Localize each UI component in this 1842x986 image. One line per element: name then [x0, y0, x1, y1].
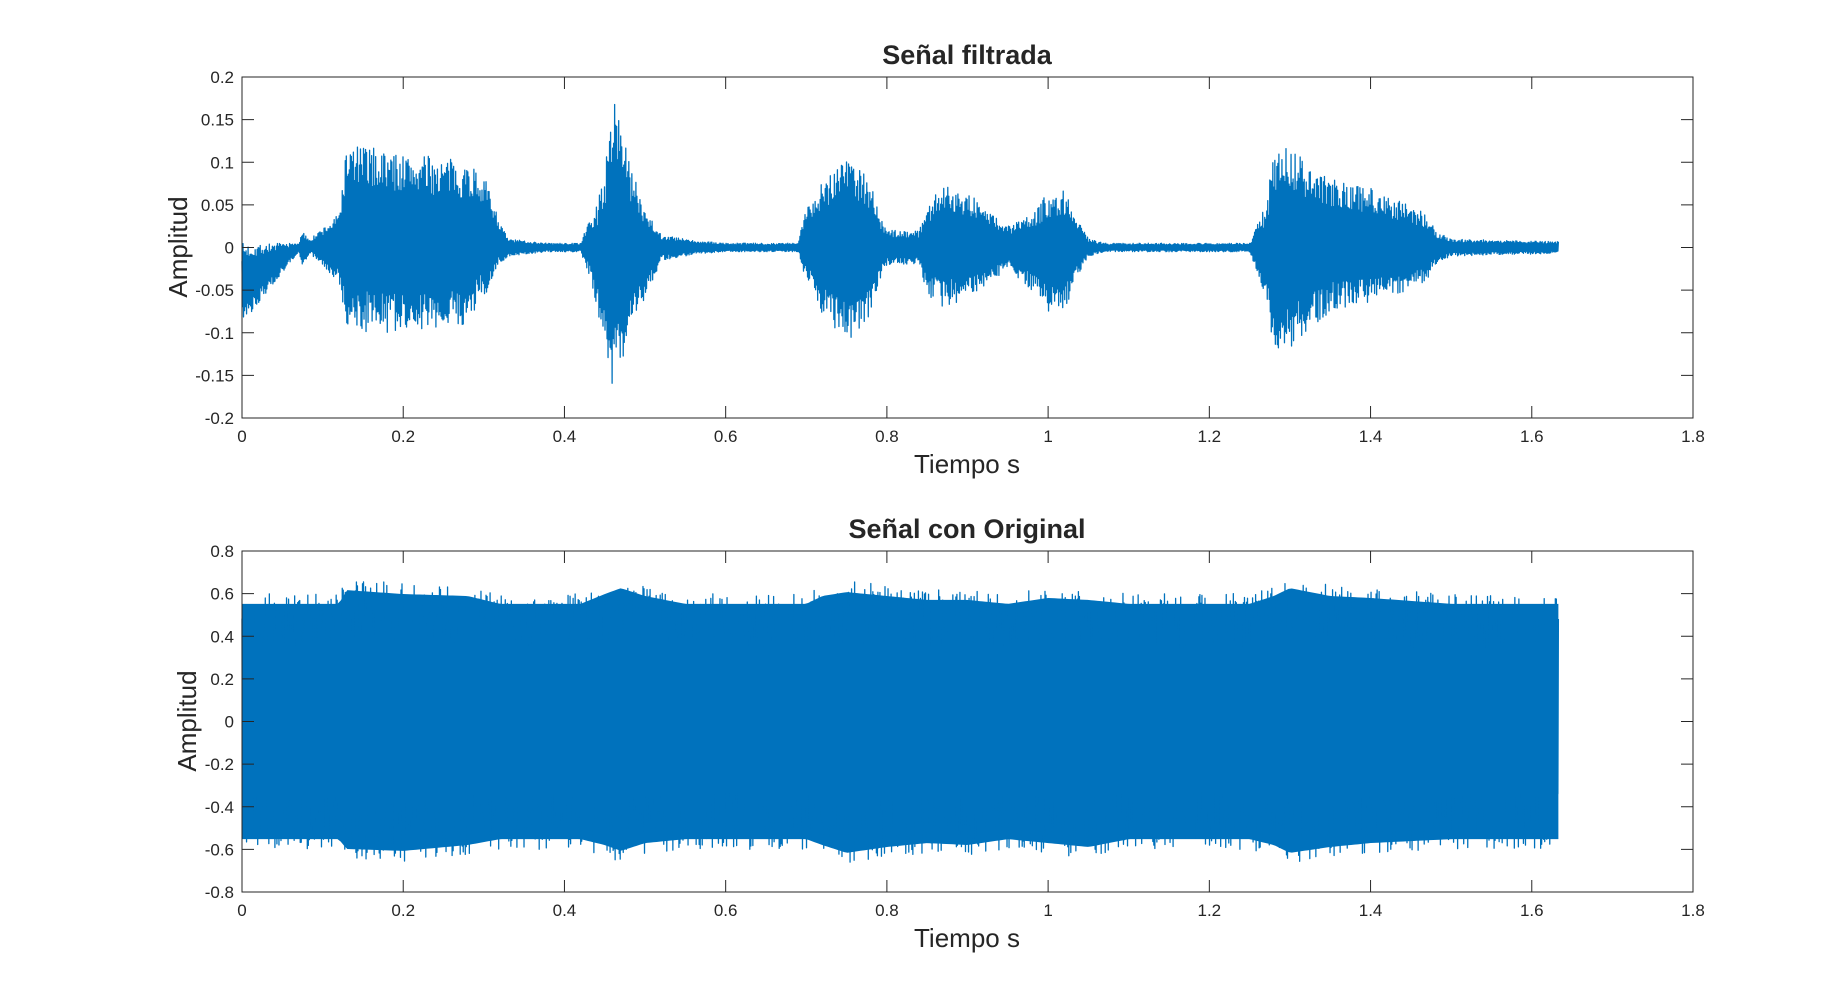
x-tick-label: 0.4	[553, 427, 577, 446]
signal-line	[241, 581, 1560, 863]
axes-top: 0 0.2 0.4 0.6 0.8 1 1.2 1.4 1.6 1.8 -0.2 -0.15 -0.1…	[163, 40, 1705, 479]
y-tick-label: -0.1	[205, 324, 234, 343]
signal-trace-filtrada	[241, 103, 1560, 384]
x-tick-label: 1	[1043, 901, 1052, 920]
y-tick-label: -0.05	[195, 281, 234, 300]
y-tick-label: 0.8	[210, 542, 234, 561]
y-tick-label: -0.6	[205, 840, 234, 859]
x-tick-label: 1.4	[1359, 427, 1383, 446]
x-tick-label: 0.2	[391, 901, 415, 920]
y-ticks-top: -0.2 -0.15 -0.1 -0.05 0 0.05 0.1 0.15 0.2	[195, 68, 1693, 428]
y-tick-label: 0.05	[201, 196, 234, 215]
y-tick-label: -0.8	[205, 883, 234, 902]
x-tick-label: 0.8	[875, 427, 899, 446]
x-tick-label: 1.4	[1359, 901, 1383, 920]
signal-line	[241, 103, 1560, 384]
x-tick-label: 1.6	[1520, 427, 1544, 446]
y-ticks-bottom: -0.8 -0.6 -0.4 -0.2 0 0.2 0.4 0.6 0.8	[205, 542, 1693, 902]
y-tick-label: 0.6	[210, 585, 234, 604]
x-tick-label: 1.2	[1198, 427, 1222, 446]
x-tick-label: 1.2	[1198, 901, 1222, 920]
x-axis-label-bottom: Tiempo s	[914, 923, 1020, 953]
chart-title-bottom: Señal con Original	[848, 514, 1085, 544]
axes-bottom: 0 0.2 0.4 0.6 0.8 1 1.2 1.4 1.6 1.8 -0.8-0.6-0.4-…	[172, 514, 1705, 953]
y-tick-label: -0.2	[205, 409, 234, 428]
x-axis-label-top: Tiempo s	[914, 449, 1020, 479]
x-ticks-top: 0 0.2 0.4 0.6 0.8 1 1.2 1.4 1.6 1.8	[237, 77, 1705, 446]
x-tick-label: 0.6	[714, 901, 738, 920]
y-axis-label-top: Amplitud	[163, 196, 193, 297]
x-tick-label: 0.6	[714, 427, 738, 446]
x-tick-label: 0	[237, 427, 246, 446]
y-tick-label: 0	[225, 713, 234, 732]
y-axis-label-bottom: Amplitud	[172, 670, 202, 771]
y-tick-label: 0.2	[210, 68, 234, 87]
y-tick-label: -0.4	[205, 798, 234, 817]
x-tick-label: 1.8	[1681, 901, 1705, 920]
y-tick-label: 0.15	[201, 111, 234, 130]
y-tick-label: 0.1	[210, 153, 234, 172]
signal-trace-original	[241, 581, 1560, 863]
y-tick-label: 0	[225, 239, 234, 258]
x-tick-label: 1.6	[1520, 901, 1544, 920]
x-tick-label: 1.8	[1681, 427, 1705, 446]
x-tick-label: 0.4	[553, 901, 577, 920]
y-tick-label: 0.4	[210, 627, 234, 646]
y-tick-label: -0.2	[205, 755, 234, 774]
x-tick-label: 1	[1043, 427, 1052, 446]
x-ticks-bottom: 0 0.2 0.4 0.6 0.8 1 1.2 1.4 1.6 1.8	[237, 551, 1705, 920]
x-tick-label: 0.2	[391, 427, 415, 446]
x-tick-label: 0	[237, 901, 246, 920]
chart-title-top: Señal filtrada	[882, 40, 1053, 70]
y-tick-label: 0.2	[210, 670, 234, 689]
x-tick-label: 0.8	[875, 901, 899, 920]
y-tick-label: -0.15	[195, 366, 234, 385]
